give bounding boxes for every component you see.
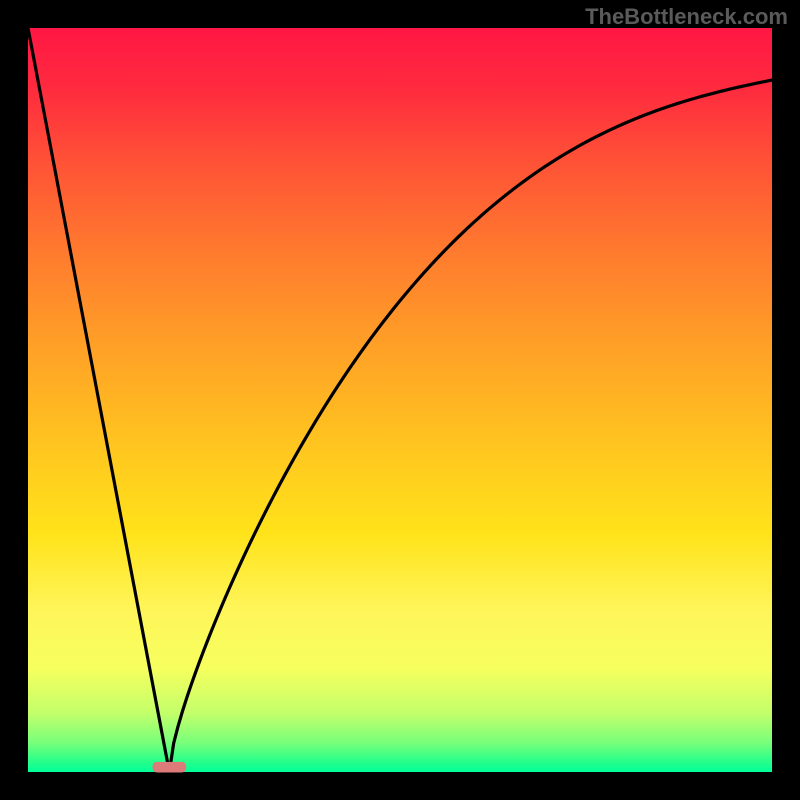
chart-container: TheBottleneck.com xyxy=(0,0,800,800)
dip-marker xyxy=(153,762,186,772)
watermark-text: TheBottleneck.com xyxy=(585,4,788,30)
gradient-background xyxy=(28,28,772,772)
chart-svg xyxy=(0,0,800,800)
